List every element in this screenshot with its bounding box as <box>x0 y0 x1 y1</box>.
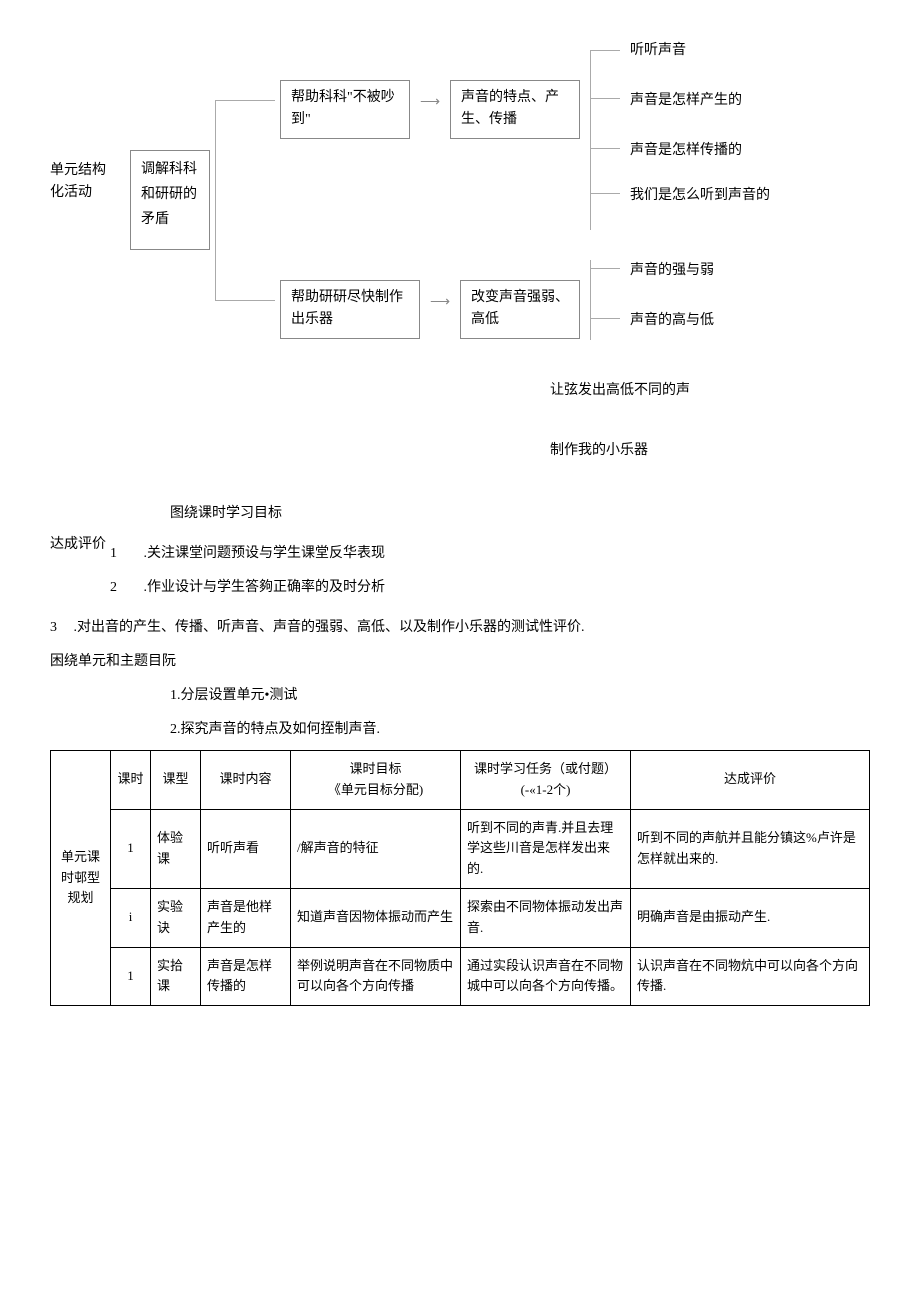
diagram-branch1-box: 帮助科科"不被吵到" <box>280 80 410 139</box>
topic-item: 制作我的小乐器 <box>550 440 648 462</box>
table-cell: 实拾课 <box>151 947 201 1006</box>
topic-item: 声音是怎样传播的 <box>630 140 742 162</box>
table-header: 课时学习任务（或付题） (-«1-2个) <box>461 751 631 810</box>
table-row-header: 单元课时邨型规划 <box>51 751 111 1006</box>
table-cell: 通过实段认识声音在不同物城中可以向各个方向传播。 <box>461 947 631 1006</box>
diagram-connector <box>215 100 275 101</box>
diagram-branch2-out: 改变声音强弱、高低 <box>460 280 580 339</box>
section2-title: 困绕单元和主题目阮 <box>50 648 870 676</box>
table-row: i 实验诀 声音是他样产生的 知道声音因物体振动而产生 探索由不同物体振动发出声… <box>51 888 870 947</box>
topic-item: 让弦发出高低不同的声 <box>550 380 690 402</box>
diagram-connector <box>215 100 216 300</box>
eval-num: 2 <box>110 574 140 602</box>
eval-label: 达成评价 <box>50 534 110 608</box>
unit-structure-diagram: 单元结构化活动 调解科科和研研的矛盾 帮助科科"不被吵到" ⟶ 声音的特点、产生… <box>50 40 870 480</box>
eval-text: .作业设计与学生答夠正确率的及时分析 <box>144 580 386 595</box>
table-cell: 声音是他样产生的 <box>201 888 291 947</box>
diagram-root-label: 单元结构化活动 <box>50 160 106 205</box>
eval-num: 1 <box>110 540 140 568</box>
topic-item: 声音是怎样产生的 <box>630 90 742 112</box>
table-cell: 听到不同的声航并且能分镇这%卢许是怎样就出来的. <box>631 809 870 888</box>
table-cell: 1 <box>111 947 151 1006</box>
topic-item: 声音的强与弱 <box>630 260 714 282</box>
table-row: 1 实拾课 声音是怎样传播的 举例说明声音在不同物质中可以向各个方向传播 通过实… <box>51 947 870 1006</box>
diagram-connector <box>215 300 275 301</box>
table-cell: 认识声音在不同物炕中可以向各个方向传播. <box>631 947 870 1006</box>
table-cell: 1 <box>111 809 151 888</box>
diagram-connector <box>590 260 591 340</box>
table-cell: 听听声看 <box>201 809 291 888</box>
eval-num: 3 <box>50 614 70 642</box>
eval-text: .对出音的产生、传播、听声音、声音的强弱、高低、以及制作小乐器的测试性评价. <box>74 620 585 635</box>
topic-item: 声音的高与低 <box>630 310 714 332</box>
diagram-branch1-out: 声音的特点、产生、传播 <box>450 80 580 139</box>
table-cell: 明确声音是由振动产生. <box>631 888 870 947</box>
unit-lesson-plan-table: 单元课时邨型规划 课时 课型 课时内容 课时目标 《单元目标分配) 课时学习任务… <box>50 750 870 1006</box>
table-header: 课时目标 《单元目标分配) <box>291 751 461 810</box>
table-cell: 体验课 <box>151 809 201 888</box>
table-cell: 声音是怎样传播的 <box>201 947 291 1006</box>
diagram-branch2-box: 帮助研研尽快制作出乐器 <box>280 280 420 339</box>
arrow-right-icon: ⟶ <box>420 92 440 114</box>
table-cell: i <box>111 888 151 947</box>
diagram-connector <box>590 98 620 99</box>
table-cell: 探索由不同物体振动发出声音. <box>461 888 631 947</box>
diagram-connector <box>590 50 591 230</box>
section1-title: 图绕课时学习目标 <box>170 500 870 528</box>
diagram-root-box: 调解科科和研研的矛盾 <box>130 150 210 250</box>
table-cell: 知道声音因物体振动而产生 <box>291 888 461 947</box>
topic-item: 我们是怎么听到声音的 <box>630 185 770 207</box>
table-header: 课时内容 <box>201 751 291 810</box>
table-header: 课型 <box>151 751 201 810</box>
eval-text: .关注课堂问题预设与学生课堂反华表现 <box>144 546 386 561</box>
diagram-connector <box>590 148 620 149</box>
table-row: 1 体验课 听听声看 /解声音的特征 听到不同的声青.并且去理学这些川音是怎样发… <box>51 809 870 888</box>
table-cell: 举例说明声音在不同物质中可以向各个方向传播 <box>291 947 461 1006</box>
table-cell: 实验诀 <box>151 888 201 947</box>
topic-item: 听听声音 <box>630 40 686 62</box>
diagram-connector <box>590 268 620 269</box>
section2-item: 1.分层设置单元•测试 <box>170 682 870 710</box>
section2-item: 2.探究声音的特点及如何挃制声音. <box>170 716 870 744</box>
diagram-connector <box>590 318 620 319</box>
table-header: 课时 <box>111 751 151 810</box>
table-cell: /解声音的特征 <box>291 809 461 888</box>
table-header: 达成评价 <box>631 751 870 810</box>
diagram-connector <box>590 50 620 51</box>
arrow-right-icon: ⟶ <box>430 292 450 314</box>
diagram-connector <box>590 193 620 194</box>
table-cell: 听到不同的声青.并且去理学这些川音是怎样发出来的. <box>461 809 631 888</box>
